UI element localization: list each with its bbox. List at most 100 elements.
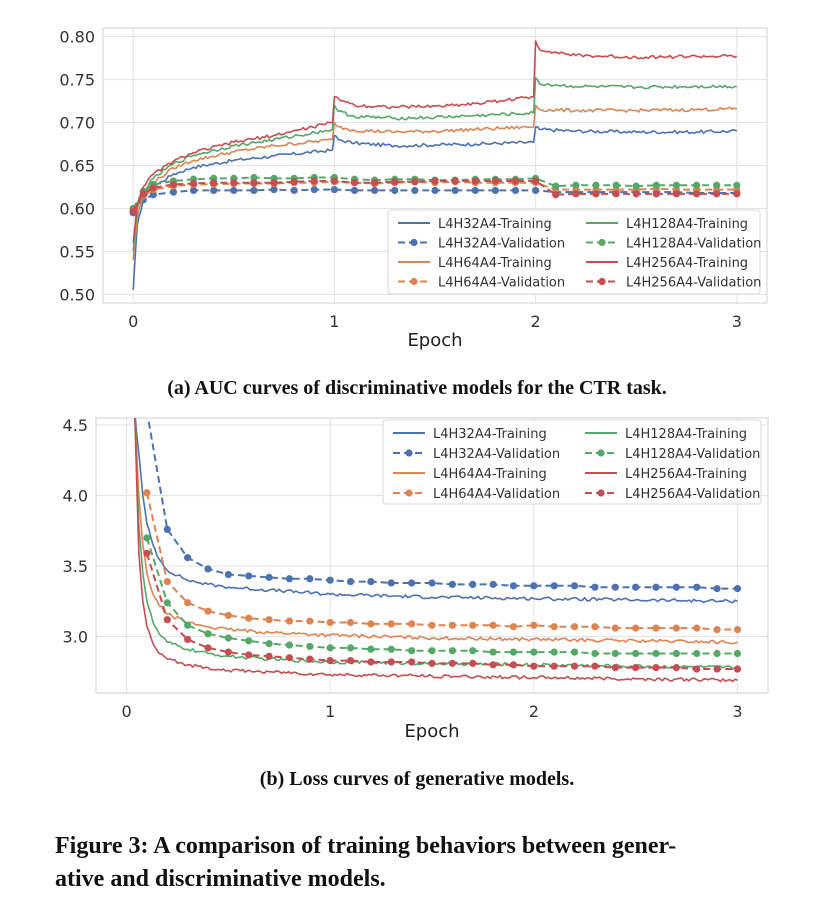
series-point bbox=[408, 647, 416, 655]
series-point bbox=[143, 489, 151, 497]
series-point bbox=[509, 661, 518, 669]
series-point bbox=[489, 621, 497, 629]
series-point bbox=[387, 658, 395, 666]
series-line-l4h256a4-training bbox=[132, 40, 738, 243]
series-point bbox=[592, 190, 600, 198]
series-point bbox=[163, 577, 171, 586]
series-point bbox=[733, 625, 742, 634]
series-point bbox=[469, 580, 477, 589]
series-point bbox=[250, 186, 258, 195]
series-point bbox=[143, 407, 150, 414]
figure-caption: Figure 3: A comparison of training behav… bbox=[55, 830, 795, 896]
x-tick-label: 0 bbox=[128, 312, 138, 331]
y-tick-label: 4.0 bbox=[63, 487, 88, 506]
series-point bbox=[346, 656, 355, 665]
legend-entry: L4H256A4-Validation bbox=[625, 487, 760, 502]
series-group bbox=[129, 40, 741, 291]
series-point bbox=[692, 190, 701, 198]
y-tick-label: 0.50 bbox=[59, 285, 95, 304]
legend-entry: L4H64A4-Validation bbox=[438, 276, 565, 291]
chart-a-caption: (a) AUC curves of discriminative models … bbox=[167, 377, 667, 399]
series-point bbox=[570, 662, 579, 670]
auc-chart: 0.50 0.55 0.60 0.65 0.70 0.75 0.80 0 1 2 3 Epoch L4H… bbox=[59, 27, 768, 351]
series-point bbox=[632, 624, 640, 632]
series-point bbox=[532, 177, 540, 185]
series-point bbox=[632, 182, 640, 190]
series-point bbox=[184, 635, 192, 644]
series-point bbox=[428, 621, 436, 629]
series-point bbox=[612, 181, 620, 189]
series-point bbox=[530, 662, 538, 670]
series-point bbox=[330, 185, 338, 194]
series-point bbox=[169, 180, 178, 189]
series-point bbox=[371, 186, 379, 195]
legend-box bbox=[382, 419, 762, 505]
x-axis-label: Epoch bbox=[404, 721, 459, 742]
series-point bbox=[367, 645, 375, 653]
series-point bbox=[448, 580, 456, 589]
series-point bbox=[367, 620, 375, 628]
legend-entry: L4H128A4-Validation bbox=[625, 447, 760, 462]
series-point bbox=[471, 177, 479, 185]
series-point bbox=[652, 583, 660, 591]
plot-frame bbox=[102, 27, 768, 304]
series-point bbox=[387, 645, 395, 653]
series-point bbox=[693, 583, 701, 591]
series-point bbox=[733, 665, 742, 673]
series-point bbox=[431, 177, 439, 185]
series-line-l4h256a4-validation bbox=[132, 180, 737, 212]
y-tick-label: 4.5 bbox=[63, 416, 88, 435]
series-point bbox=[591, 662, 599, 670]
series-point bbox=[230, 186, 238, 195]
figure-caption-line-2: ative and discriminative models. bbox=[55, 866, 386, 892]
legend-marker bbox=[405, 449, 413, 457]
series-point bbox=[250, 173, 258, 182]
legend-entry: L4H32A4-Training bbox=[433, 427, 547, 442]
series-point bbox=[143, 534, 151, 542]
series-point bbox=[471, 186, 479, 195]
loss-chart: 3.03.54.04.50 1 2 3EpochL4H32A4-TrainingL4H… bbox=[63, 407, 769, 742]
series-line-l4h128a4-training bbox=[132, 77, 737, 252]
series-point bbox=[693, 665, 701, 673]
series-point bbox=[652, 649, 660, 658]
series-point bbox=[713, 585, 721, 593]
series-point bbox=[591, 583, 599, 591]
series-point bbox=[489, 661, 497, 669]
series-point bbox=[612, 190, 620, 198]
series-point bbox=[306, 642, 314, 651]
series-point bbox=[713, 181, 721, 189]
series-point bbox=[204, 565, 212, 573]
y-tick-label: 0.55 bbox=[59, 242, 95, 261]
x-tick-label: 2 bbox=[531, 312, 541, 331]
series-point bbox=[632, 583, 640, 591]
series-point bbox=[326, 656, 334, 665]
y-tick-label: 0.65 bbox=[59, 157, 95, 176]
series-point bbox=[387, 579, 395, 587]
series-point bbox=[511, 177, 520, 185]
y-tick-label: 0.70 bbox=[59, 114, 95, 133]
series-point bbox=[391, 178, 399, 186]
series-point bbox=[265, 616, 273, 624]
series-point bbox=[350, 179, 359, 187]
legend-marker bbox=[405, 489, 413, 497]
series-point bbox=[224, 648, 232, 656]
series-point bbox=[143, 549, 151, 557]
legend-entry: L4H64A4-Validation bbox=[433, 487, 560, 502]
legend-entry: L4H32A4-Training bbox=[438, 217, 552, 232]
legend-entry: L4H32A4-Validation bbox=[433, 447, 560, 462]
series-point bbox=[139, 190, 147, 198]
series-point bbox=[149, 191, 157, 199]
series-point bbox=[230, 179, 238, 187]
series-point bbox=[367, 658, 375, 666]
series-point bbox=[489, 648, 497, 656]
series-point bbox=[408, 658, 416, 666]
series-point bbox=[530, 621, 538, 629]
series-point bbox=[611, 664, 619, 672]
series-point bbox=[733, 181, 741, 189]
plot-frame bbox=[95, 417, 769, 694]
series-point bbox=[570, 648, 579, 656]
series-line-l4h64a4-training bbox=[134, 418, 738, 645]
series-point bbox=[448, 621, 456, 629]
series-point bbox=[189, 186, 198, 195]
series-point bbox=[572, 190, 580, 198]
